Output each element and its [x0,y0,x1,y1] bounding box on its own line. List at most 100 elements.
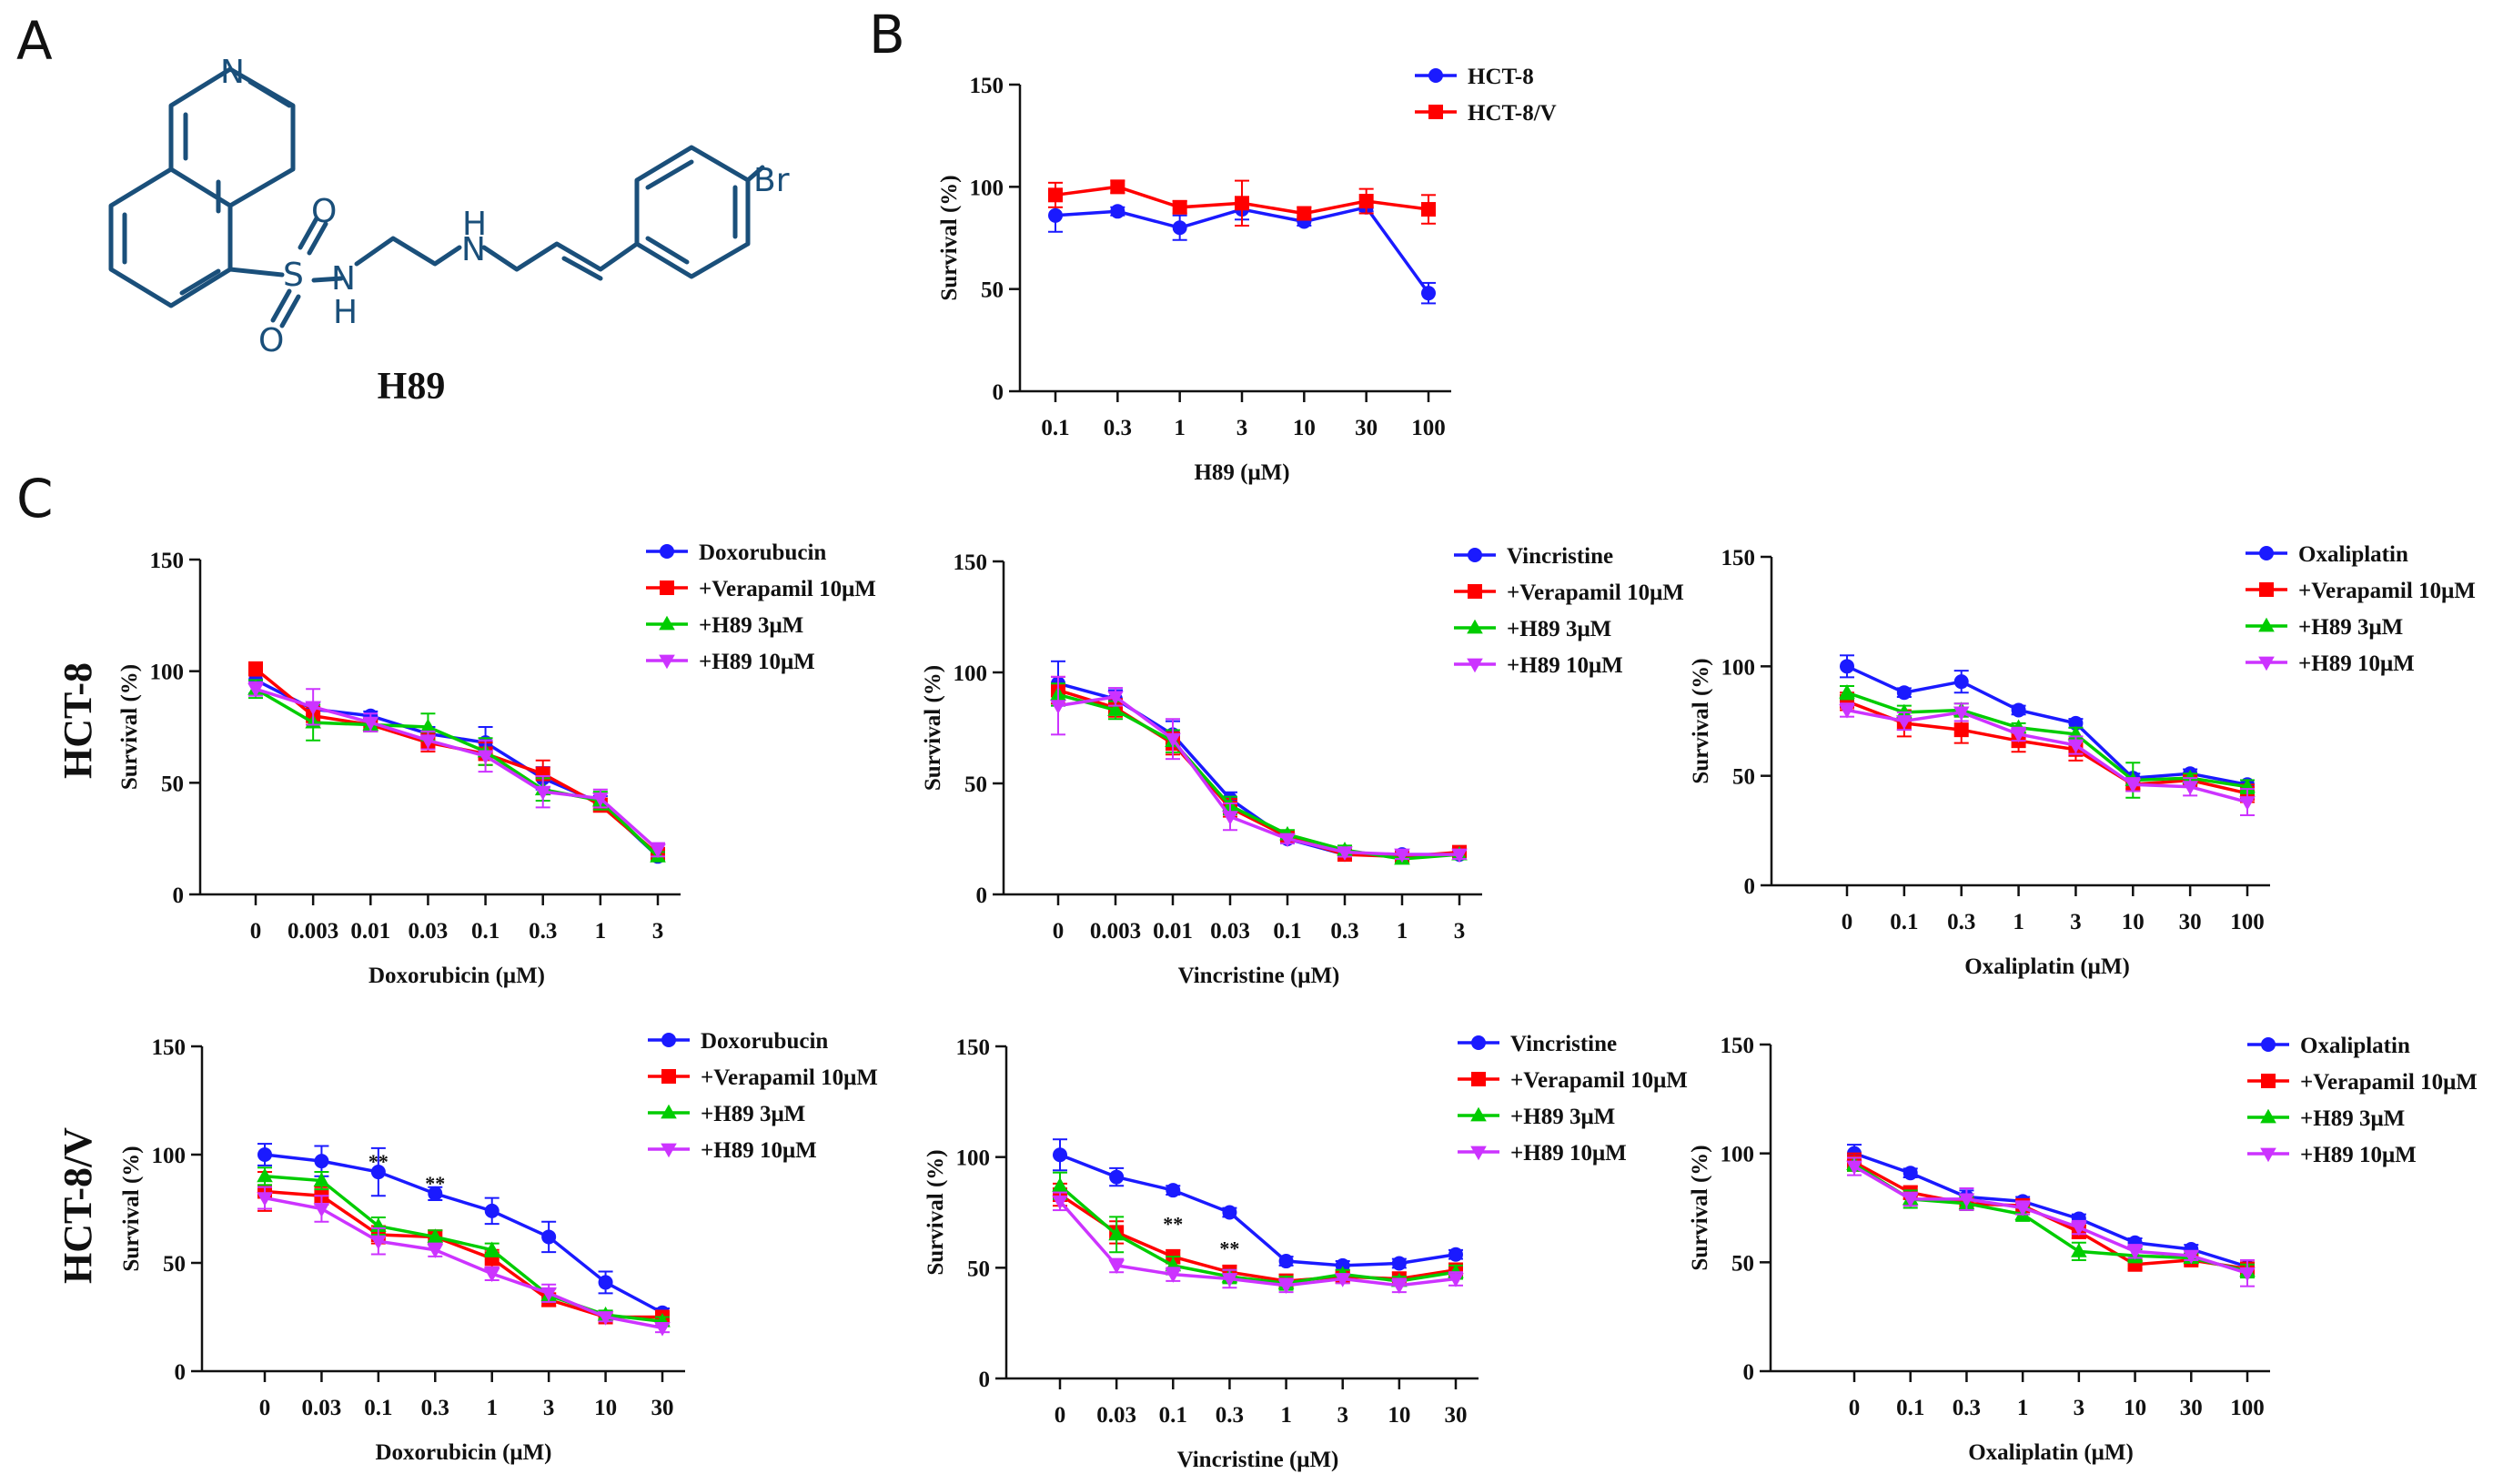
x-tick-label: 3 [2074,1396,2085,1420]
data-point [1108,1259,1125,1275]
propenyl-linker [481,241,640,272]
y-tick-label: 150 [1721,546,1756,570]
x-tick-label: 10 [594,1396,617,1420]
x-axis-title: Vincristine (μM) [1178,964,1340,988]
data-point [540,1287,557,1302]
ring-double-bond [247,79,292,108]
data-point [1052,1195,1068,1210]
data-point [2239,1267,2256,1282]
data-point [1110,204,1125,219]
s-o-bond [307,221,328,256]
y-tick-label: 100 [970,176,1004,200]
legend-label: +Verapamil 10μM [1507,580,1684,605]
legend-swatch-marker [1467,619,1483,634]
data-point [1222,1205,1237,1220]
y-tick-label: 150 [970,74,1004,98]
chart-c5: 0 50 100 150 0 0.03 0.1 0.3 1 3 10 30 Vincristine (μ… [924,1032,1688,1472]
data-point [1902,1193,1919,1208]
legend-swatch-marker [2261,1074,2276,1088]
y-tick-label: 150 [956,1035,991,1060]
legend: Vincristine +Verapamil 10μM +H89 3μM +H89 1… [1458,1032,1688,1166]
x-axis-title: Vincristine (μM) [1177,1448,1339,1472]
series-line [1853,1165,2248,1275]
series-3 [1052,1191,1464,1294]
x-tick-label: 0.1 [1890,910,1918,934]
data-point [1839,704,1855,719]
legend-label: Vincristine [1507,544,1613,569]
legend-swatch-marker [1470,1146,1487,1161]
data-point [428,1186,443,1201]
data-point [534,785,551,801]
data-point [1391,1279,1408,1294]
y-tick-label: 100 [954,661,988,686]
s-o-bond [298,216,319,250]
legend-label: +H89 10μM [2298,651,2415,676]
series-3 [1846,1156,2256,1287]
legend: Oxaliplatin +Verapamil 10μM +H89 3μM +H89 1… [2247,1034,2478,1167]
x-tick-label: 10 [2122,910,2145,934]
legend-label: +Verapamil 10μM [1510,1068,1688,1093]
data-point [313,1203,330,1217]
legend-swatch-marker [2260,1147,2276,1163]
panel-label-a: A [16,10,53,72]
data-point [477,750,494,765]
data-point [1958,1193,1975,1208]
x-tick-label: 100 [2230,910,2265,934]
legend-label: +Verapamil 10μM [699,577,876,601]
x-tick-label: 1 [2017,1396,2029,1420]
x-tick-label: 0.03 [409,919,449,944]
data-point [484,1203,500,1218]
x-tick-label: 1 [2013,910,2024,934]
chart-b: 0 50 100 150 0.1 0.3 1 3 10 30 100 H89 (μM) Survival… [937,65,1557,485]
data-point [427,1228,444,1243]
series-line [1846,700,2248,795]
legend-swatch-marker [659,654,675,670]
data-point [313,1172,330,1186]
legend-label: +Verapamil 10μM [2298,579,2476,603]
y-tick-label: 100 [150,661,185,685]
x-tick-label: 0.1 [1041,416,1069,440]
data-point [1391,1256,1407,1271]
data-point [257,1167,273,1183]
legend-swatch-marker [661,1069,676,1084]
y-tick-label: 150 [152,1035,187,1060]
ring-double-bond [179,268,221,296]
significance-marker: ** [1219,1237,1239,1259]
data-point [1110,179,1125,195]
legend-label: +H89 10μM [1510,1141,1627,1166]
data-point [2182,781,2198,795]
data-point [362,716,379,732]
series-line [1057,694,1459,856]
data-point [1448,1273,1464,1287]
data-point [2126,1245,2144,1260]
x-tick-label: 3 [543,1396,555,1420]
data-point [2125,778,2142,793]
data-point [1277,1279,1295,1294]
data-point [1221,1273,1238,1287]
y-axis-title: Survival (%) [1688,1145,1712,1270]
atom-n-ring: N [220,54,245,91]
x-tick-label: 0.003 [1090,919,1141,944]
legend: HCT-8 HCT-8/V [1415,65,1557,126]
y-axis-title: Survival (%) [1689,658,1713,783]
series-1 [1048,179,1436,227]
isoquinoline-benzene-ring [108,167,233,308]
data-point [2182,769,2198,784]
series-1 [257,1171,670,1325]
data-point [1297,206,1312,221]
series-3 [257,1186,671,1337]
x-axis-title: Oxaliplatin (μM) [1964,954,2130,979]
x-tick-label: 0.3 [1947,910,1975,934]
ethylene-linker [354,236,462,267]
x-tick-label: 1 [1397,919,1408,944]
legend-swatch-marker [1428,105,1443,119]
x-tick-label: 30 [2180,1396,2203,1420]
data-point [419,734,437,749]
atom-n-amide: N [331,260,356,298]
y-tick-label: 50 [1732,765,1755,790]
series-line [1846,691,2248,789]
legend-swatch-marker [661,1033,676,1047]
legend-label: +H89 3μM [1507,617,1611,641]
series-3 [247,681,666,859]
data-point [2067,739,2084,754]
